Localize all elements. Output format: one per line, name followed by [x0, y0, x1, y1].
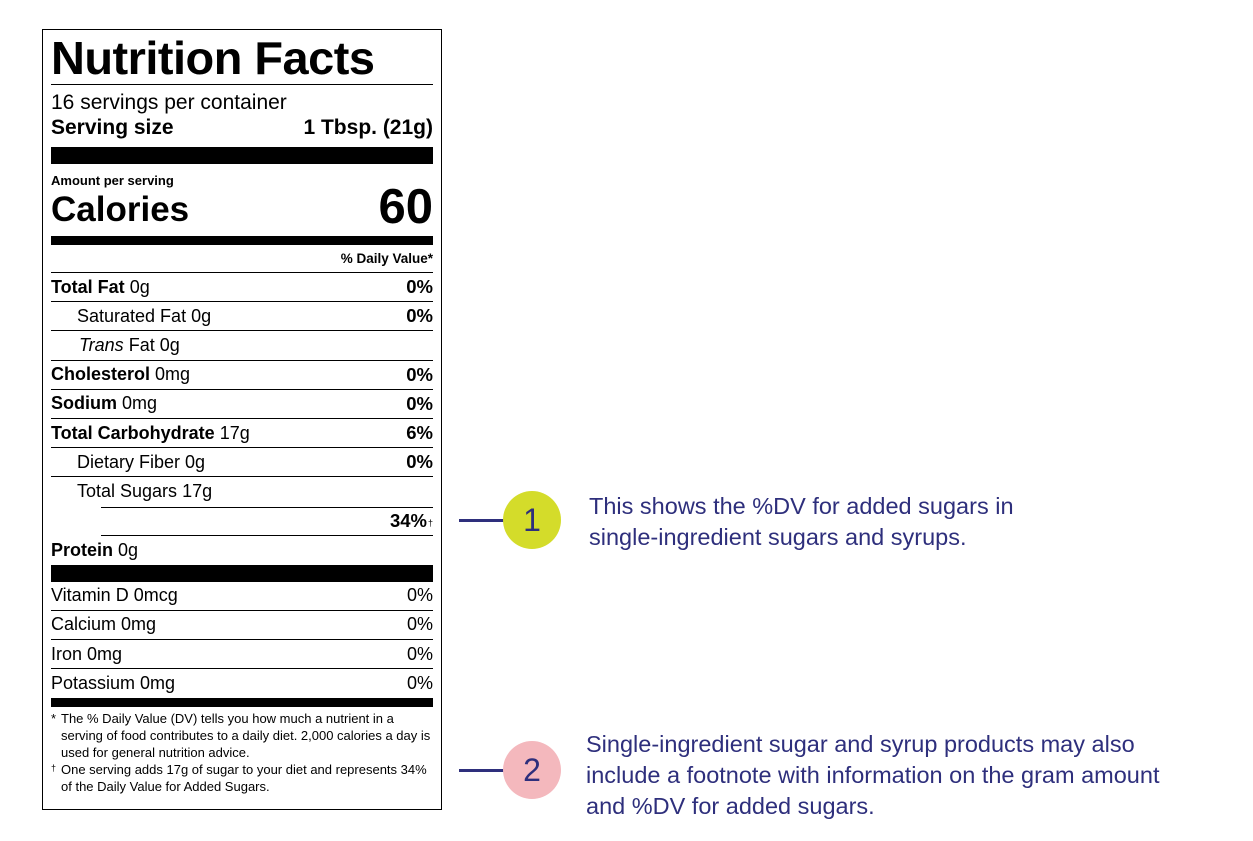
- nutrient-row-dietary-fiber: Dietary Fiber 0g 0%: [51, 448, 433, 478]
- nutrient-name: Dietary Fiber: [77, 451, 181, 472]
- added-sugars-dv-row: 34% †: [101, 506, 433, 536]
- nutrient-row-total-sugars: Total Sugars 17g: [51, 477, 433, 506]
- calories-value: 60: [378, 180, 433, 234]
- vitamin-dv: 0%: [406, 673, 433, 694]
- servings-per-container: 16 servings per container: [51, 91, 287, 114]
- vitamin-row-iron: Iron 0mg 0%: [51, 640, 433, 670]
- callout-2-text: Single-ingredient sugar and syrup produc…: [586, 729, 1159, 822]
- nutrient-name: Sodium: [51, 393, 117, 414]
- callout-2-line-2: include a footnote with information on t…: [586, 762, 1160, 788]
- nutrient-row-cholesterol: Cholesterol 0mg 0%: [51, 361, 433, 390]
- amount-per-serving: Amount per serving: [51, 173, 174, 188]
- vitamin-row-potassium: Potassium 0mg 0%: [51, 669, 433, 698]
- serving-size-label: Serving size: [51, 116, 174, 139]
- nutrient-row-trans-fat: Trans Fat 0g: [51, 331, 433, 361]
- nutrient-dv: 0%: [406, 392, 433, 414]
- vitamin-row-d: Vitamin D 0mcg 0%: [51, 582, 433, 611]
- calories-divider-bar: [51, 236, 433, 245]
- nutrient-dv: 0%: [406, 363, 433, 385]
- nutrient-dv: 0%: [406, 305, 433, 327]
- nutrient-amount: 17g: [182, 481, 213, 502]
- nutrient-name-italic: Trans: [79, 334, 124, 355]
- callout-1-circle: 1: [503, 491, 561, 549]
- callout-1-connector: [459, 519, 507, 522]
- callout-2-line-1: Single-ingredient sugar and syrup produc…: [586, 731, 1135, 757]
- nutrient-name: Total Sugars: [77, 481, 178, 502]
- nutrient-amount: 0g: [159, 334, 180, 355]
- nutrient-row-sodium: Sodium 0mg 0%: [51, 390, 433, 419]
- title-divider: [51, 84, 433, 85]
- callout-1-text: This shows the %DV for added sugars in s…: [589, 491, 1014, 553]
- nutrient-row-saturated-fat: Saturated Fat 0g 0%: [51, 302, 433, 332]
- nutrient-amount: 17g: [219, 422, 250, 443]
- nutrition-facts-label: Nutrition Facts 16 servings per containe…: [42, 29, 442, 810]
- vitamin-text: Iron 0mg: [51, 643, 123, 664]
- serving-size-value: 1 Tbsp. (21g): [303, 116, 433, 139]
- nutrient-name: Saturated Fat: [77, 305, 187, 326]
- serving-divider-bar: [51, 147, 433, 164]
- label-title: Nutrition Facts: [51, 32, 375, 84]
- nutrient-dv: 0%: [406, 276, 433, 298]
- callout-1-number: 1: [523, 501, 541, 538]
- footnote-dagger: † One serving adds 17g of sugar to your …: [51, 761, 433, 795]
- added-sugars-dv: 34%: [389, 510, 427, 531]
- vitamin-text: Vitamin D 0mcg: [51, 585, 178, 606]
- nutrient-name: Fat: [128, 334, 155, 355]
- vitamin-text: Calcium 0mg: [51, 614, 157, 635]
- nutrient-amount: 0mg: [155, 364, 191, 385]
- callout-2-number: 2: [523, 751, 541, 788]
- footnote-star-text: The % Daily Value (DV) tells you how muc…: [61, 711, 431, 761]
- vitamin-dv: 0%: [406, 643, 433, 664]
- nutrient-amount: 0g: [185, 451, 206, 472]
- calories-label: Calories: [51, 190, 190, 229]
- nutrient-amount: 0g: [129, 276, 150, 297]
- nutrient-dv: 0%: [406, 451, 433, 473]
- nutrient-amount: 0g: [191, 305, 212, 326]
- callout-1-line-1: This shows the %DV for added sugars in: [589, 493, 1014, 519]
- nutrient-amount: 0g: [118, 539, 139, 560]
- nutrient-row-total-carbohydrate: Total Carbohydrate 17g 6%: [51, 419, 433, 449]
- footnote-divider-bar: [51, 698, 433, 708]
- nutrient-name: Total Carbohydrate: [51, 422, 215, 443]
- callout-2-connector: [459, 769, 507, 772]
- callout-2-circle: 2: [503, 741, 561, 799]
- protein-divider-bar: [51, 564, 433, 582]
- daily-value-header: % Daily Value*: [51, 245, 433, 273]
- callout-1-line-2: single-ingredient sugars and syrups.: [589, 524, 967, 550]
- dagger-mark: †: [427, 518, 433, 528]
- vitamin-dv: 0%: [406, 585, 433, 606]
- vitamin-row-calcium: Calcium 0mg 0%: [51, 611, 433, 641]
- vitamin-text: Potassium 0mg: [51, 673, 176, 694]
- footnote-star: * The % Daily Value (DV) tells you how m…: [51, 710, 433, 761]
- vitamin-dv: 0%: [406, 614, 433, 635]
- nutrient-amount: 0mg: [122, 393, 158, 414]
- nutrient-name: Cholesterol: [51, 364, 151, 385]
- nutrient-dv: 6%: [406, 422, 433, 444]
- star-mark: *: [51, 711, 57, 727]
- nutrient-name: Total Fat: [51, 276, 125, 297]
- dagger-mark: †: [51, 763, 57, 774]
- footnote: * The % Daily Value (DV) tells you how m…: [51, 710, 433, 795]
- nutrient-row-protein: Protein 0g: [51, 536, 433, 565]
- calories-row: Calories 60: [51, 180, 433, 234]
- nutrient-row-total-fat: Total Fat 0g 0%: [51, 273, 433, 303]
- callout-2-line-3: and %DV for added sugars.: [586, 793, 875, 819]
- nutrient-name: Protein: [51, 539, 114, 560]
- footnote-dagger-text: One serving adds 17g of sugar to your di…: [61, 762, 427, 795]
- serving-size-row: Serving size 1 Tbsp. (21g): [51, 115, 433, 141]
